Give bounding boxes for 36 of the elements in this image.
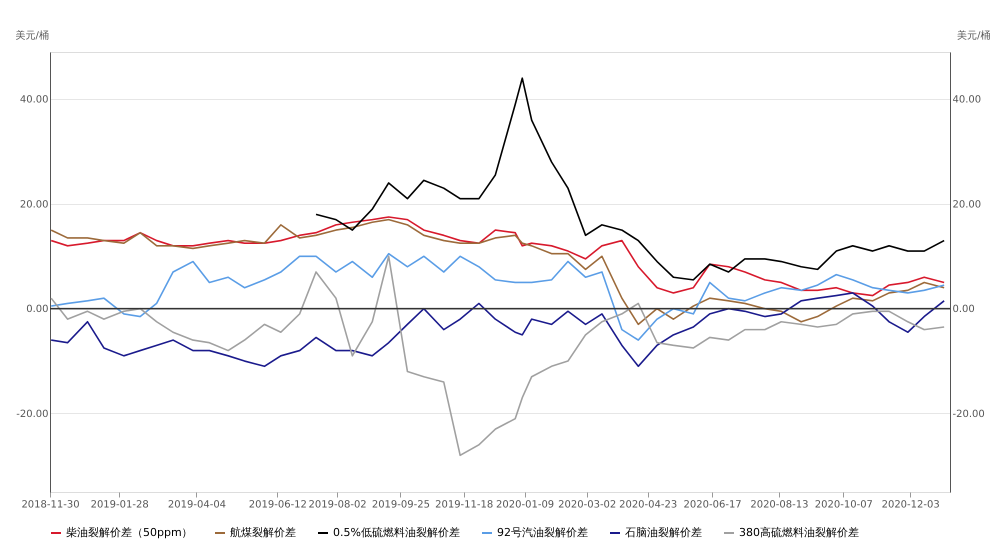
x-tick-label: 2020-01-09	[496, 500, 554, 510]
legend-label: 0.5%低硫燃料油裂解价差	[333, 526, 460, 539]
x-tick-label: 2019-04-04	[168, 500, 226, 510]
y-tick-label: 0.00	[26, 304, 48, 316]
x-tick-label: 2020-10-07	[814, 500, 873, 510]
y2-tick-label: 20.00	[952, 199, 982, 210]
x-tick-label: 2019-01-28	[90, 500, 149, 510]
x-tick-label: 2020-03-02	[558, 500, 616, 510]
line-series	[50, 252, 945, 341]
line-series	[50, 216, 945, 296]
y-tick-label: 20.00	[20, 199, 48, 210]
x-tick-label: 2020-12-03	[882, 500, 940, 510]
legend-label: 航煤裂解价差	[230, 526, 296, 539]
line-series	[50, 255, 945, 456]
x-tick-label: 2019-06-12	[248, 500, 307, 510]
x-tick-label: 2020-04-23	[619, 500, 678, 510]
x-tick-label: 2019-08-02	[308, 500, 367, 510]
legend-label: 柴油裂解价差（50ppm）	[66, 526, 193, 539]
x-tick-label: 2020-06-17	[684, 500, 742, 510]
y2-axis-title: 美元/桶	[957, 30, 990, 42]
line-series	[315, 77, 945, 281]
y2-tick-label: 0.00	[952, 304, 975, 316]
y-axis-title: 美元/桶	[16, 30, 49, 42]
legend-label: 380高硫燃料油裂解价差	[739, 526, 859, 539]
legend-label: 92号汽油裂解价差	[497, 526, 588, 539]
y-tick-label: 40.00	[20, 94, 48, 106]
x-tick-label: 2020-08-13	[750, 500, 808, 510]
line-series	[50, 292, 945, 368]
line-series	[50, 218, 945, 326]
legend-label: 石脑油裂解价差	[625, 526, 702, 539]
x-tick-label: 2019-11-18	[435, 500, 494, 510]
y-tick-label: -20.00	[16, 408, 48, 420]
x-tick-label: 2019-09-25	[372, 500, 430, 510]
y2-tick-label: 40.00	[952, 94, 982, 106]
y2-tick-label: -20.00	[952, 408, 985, 420]
x-tick-label: 2018-11-30	[21, 500, 80, 510]
